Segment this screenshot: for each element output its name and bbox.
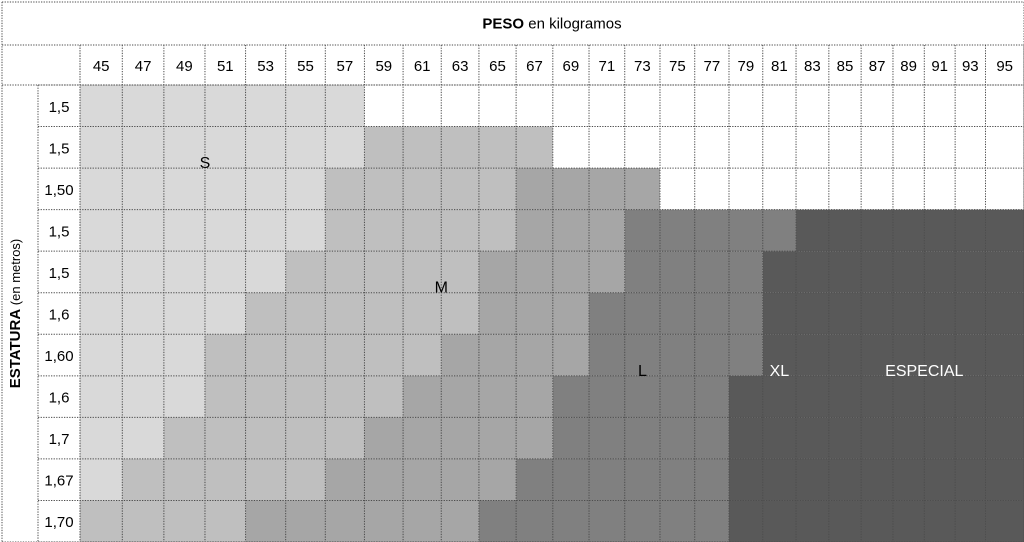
svg-text:89: 89 xyxy=(900,58,917,75)
svg-text:53: 53 xyxy=(257,58,274,75)
svg-text:1,70: 1,70 xyxy=(44,514,73,531)
svg-text:47: 47 xyxy=(135,58,152,75)
svg-text:51: 51 xyxy=(217,58,234,75)
svg-text:79: 79 xyxy=(738,58,755,75)
svg-text:93: 93 xyxy=(962,58,979,75)
svg-text:1,5: 1,5 xyxy=(49,140,70,157)
svg-text:1,60: 1,60 xyxy=(44,348,73,365)
svg-text:87: 87 xyxy=(869,58,886,75)
svg-text:XL: XL xyxy=(770,363,790,380)
svg-text:61: 61 xyxy=(414,58,431,75)
svg-text:1,5: 1,5 xyxy=(49,223,70,240)
svg-text:63: 63 xyxy=(452,58,469,75)
svg-text:1,7: 1,7 xyxy=(49,431,70,448)
svg-text:91: 91 xyxy=(931,58,948,75)
svg-text:59: 59 xyxy=(375,58,392,75)
svg-text:65: 65 xyxy=(489,58,506,75)
svg-text:55: 55 xyxy=(297,58,314,75)
svg-text:S: S xyxy=(200,155,211,172)
svg-text:71: 71 xyxy=(599,58,616,75)
svg-text:1,50: 1,50 xyxy=(44,182,73,199)
svg-text:77: 77 xyxy=(704,58,721,75)
svg-text:85: 85 xyxy=(837,58,854,75)
svg-text:1,6: 1,6 xyxy=(49,390,70,407)
svg-text:95: 95 xyxy=(996,58,1013,75)
svg-text:81: 81 xyxy=(771,58,788,75)
svg-text:49: 49 xyxy=(176,58,193,75)
svg-text:M: M xyxy=(435,280,448,297)
svg-text:L: L xyxy=(638,363,647,380)
svg-text:67: 67 xyxy=(526,58,543,75)
svg-text:73: 73 xyxy=(634,58,651,75)
svg-text:ESPECIAL: ESPECIAL xyxy=(885,363,963,380)
svg-text:1,67: 1,67 xyxy=(44,473,73,490)
svg-text:1,6: 1,6 xyxy=(49,307,70,324)
svg-text:45: 45 xyxy=(93,58,110,75)
svg-text:1,5: 1,5 xyxy=(49,265,70,282)
svg-text:57: 57 xyxy=(337,58,354,75)
svg-text:ESTATURA (en metros): ESTATURA (en metros) xyxy=(7,239,24,389)
svg-text:75: 75 xyxy=(669,58,686,75)
svg-text:1,5: 1,5 xyxy=(49,99,70,116)
svg-text:83: 83 xyxy=(804,58,821,75)
svg-text:PESO en kilogramos: PESO en kilogramos xyxy=(482,16,621,33)
svg-text:69: 69 xyxy=(563,58,580,75)
